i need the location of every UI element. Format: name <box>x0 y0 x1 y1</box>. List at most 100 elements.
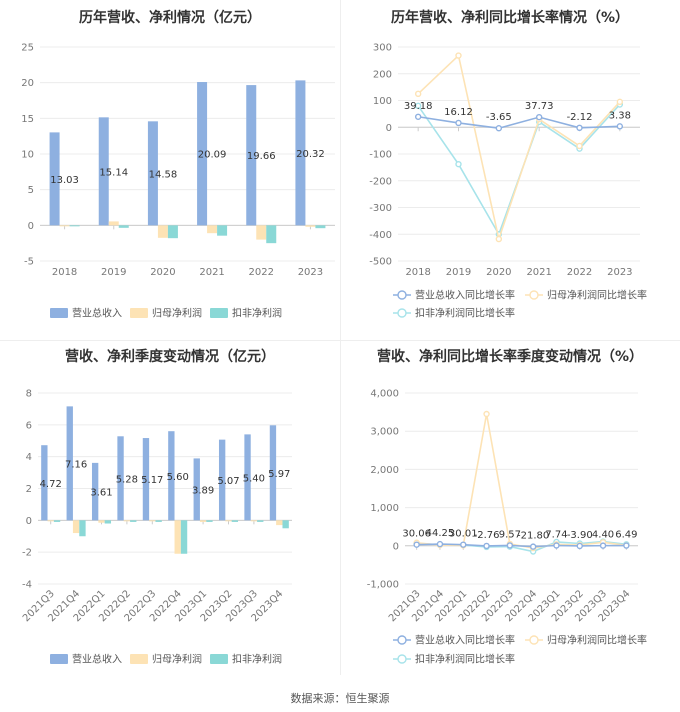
bar-2 <box>79 520 86 537</box>
bar-1 <box>199 520 207 522</box>
series-point-2 <box>414 102 422 110</box>
data-label: -3.90 <box>567 530 593 541</box>
bar-2 <box>266 225 277 244</box>
series-point-0 <box>599 542 607 549</box>
y-tick-label: -4 <box>22 580 32 591</box>
chart-panel-annual-growth: 历年营收、净利同比增长率情况（%） -500 -400 -300 -200 -100 0 10… <box>340 0 680 340</box>
series-point-1 <box>414 90 422 98</box>
bar-0 <box>66 406 73 521</box>
y-tick-label: -300 <box>369 203 392 214</box>
data-label: 4.72 <box>40 479 62 490</box>
x-tick-label: 2022 <box>567 267 592 278</box>
legend-swatch <box>130 308 148 318</box>
y-tick-label: -100 <box>369 150 392 161</box>
data-label: 5.40 <box>243 473 265 484</box>
bar-1 <box>157 225 168 238</box>
bar-1 <box>59 225 70 227</box>
legend-label: 扣非净利润 <box>232 307 282 320</box>
y-tick-label: 20 <box>21 78 34 89</box>
legend-swatch-marker <box>529 290 539 300</box>
series-point-0 <box>413 541 420 548</box>
bar-0 <box>218 439 226 521</box>
data-label: 5.97 <box>268 469 290 480</box>
series-point-0 <box>576 124 583 132</box>
bar-2 <box>206 520 213 522</box>
legend-swatch <box>50 308 68 318</box>
y-tick-label: 4 <box>26 452 32 463</box>
bar-1 <box>47 520 54 522</box>
y-tick-label: 4,000 <box>370 389 399 400</box>
series-point-1 <box>576 142 583 150</box>
x-tick-label: 2022 <box>249 267 274 278</box>
bar-0 <box>98 117 109 226</box>
data-label: 19.66 <box>247 151 276 162</box>
x-tick-label: 2018 <box>405 267 430 278</box>
legend-label: 归母净利润同比增长率 <box>547 634 647 647</box>
bar-1 <box>225 520 232 522</box>
bar-0 <box>91 462 99 521</box>
legend-swatch-marker <box>397 635 407 645</box>
y-tick-label: -5 <box>24 257 34 268</box>
y-tick-label: 5 <box>28 185 34 196</box>
legend-label: 归母净利润 <box>152 307 202 320</box>
legend-label: 营业总收入 <box>72 307 122 320</box>
y-tick-label: 25 <box>21 43 34 54</box>
data-label: 5.60 <box>167 472 189 483</box>
y-tick-label: 6 <box>26 420 32 431</box>
bar-0 <box>142 438 150 521</box>
x-tick-label: 2018 <box>52 267 77 278</box>
data-label: 9.57 <box>499 529 521 540</box>
x-tick-label: 2021 <box>199 267 224 278</box>
y-tick-label: 0 <box>28 221 34 232</box>
bar-1 <box>207 225 218 234</box>
y-tick-label: 0 <box>386 123 392 134</box>
bar-1 <box>276 520 283 526</box>
data-label: 3.38 <box>609 110 631 121</box>
data-label: 14.58 <box>149 169 178 180</box>
bar-2 <box>104 520 112 524</box>
quarterly-growth-rate-chart: 营收、净利同比增长率季度变动情况（%） -1,000 0 1,000 2,000 3,00… <box>367 348 647 666</box>
data-label: 4.40 <box>592 530 614 541</box>
vertical-divider <box>340 0 341 675</box>
data-label: 20.09 <box>198 150 227 161</box>
y-tick-label: 10 <box>21 150 34 161</box>
bar-1 <box>250 520 258 522</box>
data-label: 7.16 <box>65 459 87 470</box>
y-tick-label: -1,000 <box>367 580 399 591</box>
y-tick-label: -500 <box>369 257 392 268</box>
data-label: -3.65 <box>486 112 512 123</box>
series-line-2 <box>417 103 621 237</box>
y-tick-label: 1,000 <box>370 503 399 514</box>
bar-0 <box>117 436 124 521</box>
bar-2 <box>257 520 264 522</box>
y-tick-label: 200 <box>373 69 392 80</box>
series-point-0 <box>623 542 630 549</box>
series-point-0 <box>495 125 503 132</box>
data-label: 3.89 <box>192 485 214 496</box>
bar-1 <box>123 520 131 522</box>
series-point-0 <box>483 542 490 550</box>
data-label: -21.80 <box>517 531 549 542</box>
series-line-0 <box>416 543 627 548</box>
bar-0 <box>49 132 60 226</box>
chart-panel-annual-revenue: 历年营收、净利情况（亿元） -5 0 5 10 15 20 25 2018 2019 2020 202… <box>0 0 340 340</box>
bar-2 <box>217 225 228 236</box>
bar-0 <box>246 85 257 226</box>
annual-revenue-profit-chart: 历年营收、净利情况（亿元） -5 0 5 10 15 20 25 2018 2019 2020 202… <box>21 9 335 320</box>
series-point-0 <box>436 540 444 548</box>
bar-2 <box>282 520 289 529</box>
chart-title: 历年营收、净利情况（亿元） <box>79 9 261 26</box>
bar-0 <box>244 434 251 521</box>
data-label: 5.07 <box>217 476 239 487</box>
x-tick-label: 2021 <box>526 267 551 278</box>
bar-2 <box>118 225 129 228</box>
series-point-0 <box>460 541 467 548</box>
y-tick-label: -2 <box>22 548 32 559</box>
bar-1 <box>72 520 80 534</box>
data-label: 13.03 <box>50 175 79 186</box>
series-point-0 <box>553 542 560 549</box>
y-tick-label: 0 <box>26 516 32 527</box>
data-label: 3.61 <box>90 488 112 499</box>
legend-label: 营业总收入 <box>72 653 122 666</box>
bar-0 <box>269 425 277 521</box>
